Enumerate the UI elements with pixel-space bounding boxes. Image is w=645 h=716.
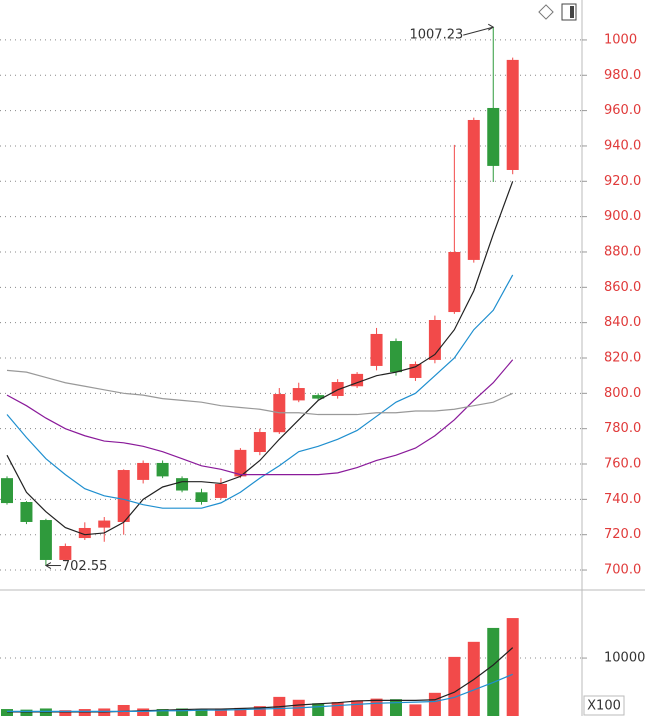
annotation-arrow	[487, 23, 495, 31]
candle-body	[20, 502, 33, 522]
y-tick-label: 940.0	[604, 138, 641, 153]
volume-bar	[176, 708, 189, 716]
volume-bar	[370, 698, 383, 716]
volume-bar	[331, 702, 344, 716]
candle-body	[137, 462, 150, 480]
volume-bar	[59, 710, 72, 716]
y-tick-label: 780.0	[604, 421, 641, 436]
y-tick-label: 760.0	[604, 457, 641, 472]
y-tick-label: 980.0	[604, 68, 641, 83]
y-tick-label: 860.0	[604, 280, 641, 295]
volume-bar	[195, 709, 208, 716]
candle-body	[390, 341, 402, 373]
candle-body	[409, 364, 422, 378]
panel-icon[interactable]	[561, 3, 577, 21]
candle-body	[1, 478, 13, 504]
candle-body	[331, 382, 344, 396]
y-tick-label: 10000	[604, 651, 645, 666]
annotation-line	[463, 26, 494, 36]
y-tick-label: 960.0	[604, 103, 641, 118]
volume-bar	[253, 706, 266, 716]
candle-body	[467, 119, 480, 260]
volume-bar	[20, 709, 33, 716]
volume-bar	[214, 708, 227, 716]
candle-body	[39, 520, 52, 560]
candle-body	[370, 333, 383, 366]
candle-body	[59, 546, 72, 560]
annotation-label: 1007.23	[409, 28, 463, 43]
candle-body	[448, 251, 461, 313]
volume-bar	[448, 656, 461, 716]
diamond-icon[interactable]	[538, 4, 554, 20]
volume-bar	[487, 627, 500, 716]
moving-average-line	[6, 274, 514, 509]
volume-bar	[234, 707, 247, 716]
candle-body	[351, 373, 364, 387]
candle-body	[195, 492, 208, 503]
panel-icon-fill	[570, 6, 574, 18]
moving-average-line	[6, 369, 513, 416]
y-tick-label: 800.0	[604, 386, 641, 401]
annotation-arrow	[44, 562, 52, 569]
y-tick-label: 820.0	[604, 350, 641, 365]
volume-bar	[506, 618, 519, 716]
volume-bar	[390, 699, 402, 716]
y-tick-label: 920.0	[604, 174, 641, 189]
moving-average-line	[7, 673, 513, 712]
candle-body	[234, 449, 247, 477]
candle-body	[78, 527, 91, 539]
volume-bar	[117, 704, 130, 716]
candle-body	[506, 59, 519, 170]
candle-body	[98, 520, 111, 528]
y-tick-label: 900.0	[604, 209, 641, 224]
unit-label: X100	[587, 699, 621, 714]
y-tick-label: 840.0	[604, 315, 641, 330]
volume-bar	[312, 703, 325, 716]
volume-bar	[428, 692, 441, 716]
volume-bar	[137, 708, 150, 716]
y-tick-label: 740.0	[604, 492, 641, 507]
candle-body	[253, 432, 266, 452]
y-tick-label: 700.0	[604, 563, 641, 578]
moving-average-line	[6, 359, 514, 476]
unit-box	[583, 695, 625, 716]
candle-body	[176, 478, 189, 491]
candle-body	[156, 462, 169, 477]
candle-body	[292, 388, 305, 401]
y-tick-label: 720.0	[604, 527, 641, 542]
volume-bar	[409, 704, 422, 716]
y-tick-label: 1000	[604, 32, 637, 47]
candle-body	[214, 483, 227, 498]
moving-average-line	[6, 181, 514, 536]
candle-body	[487, 107, 500, 166]
annotation-label: 702.55	[62, 559, 108, 574]
candle-body	[312, 395, 325, 399]
volume-bar	[156, 709, 169, 716]
candle-body	[117, 470, 130, 522]
volume-bar	[351, 700, 364, 716]
y-tick-label: 880.0	[604, 244, 641, 259]
